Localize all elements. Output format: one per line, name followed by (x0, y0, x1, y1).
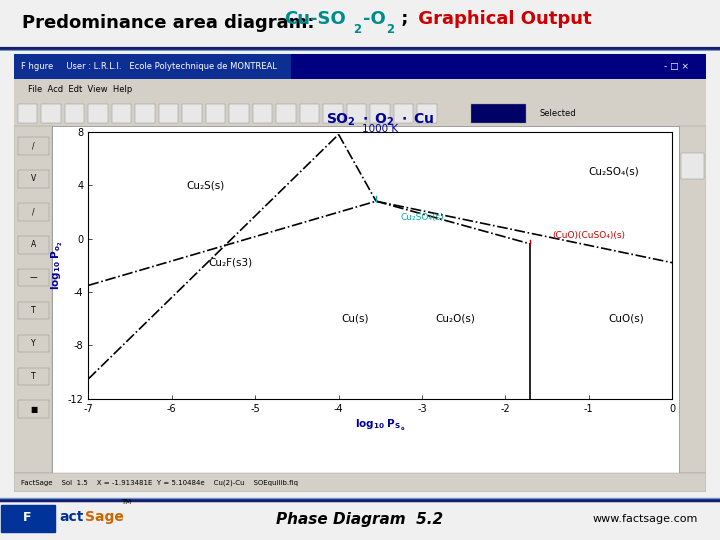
Bar (14, 126, 706, 472)
Text: 2: 2 (386, 23, 394, 36)
Text: T: T (32, 306, 36, 315)
Text: FactSage    Sol  1.5    X = -1.913481E  Y = 5.10484e    Cu(2)-Cu    SOEquilib.fi: FactSage Sol 1.5 X = -1.913481E Y = 5.10… (22, 480, 298, 486)
Bar (347, 104, 366, 123)
Text: Cu₂SO₄(s): Cu₂SO₄(s) (588, 167, 639, 177)
Bar (394, 104, 413, 123)
Text: A: A (31, 240, 37, 249)
Bar (18, 170, 49, 188)
Bar (206, 104, 225, 123)
Text: Cu₂SO₄(s): Cu₂SO₄(s) (400, 213, 444, 222)
Text: Cu₂O(s): Cu₂O(s) (436, 314, 475, 324)
Text: Cu₂F(s3): Cu₂F(s3) (208, 258, 252, 268)
Bar (65, 104, 84, 123)
Text: —: — (30, 273, 37, 282)
Text: Predominance area diagram:: Predominance area diagram: (22, 14, 320, 32)
Text: - □ ×: - □ × (664, 62, 689, 71)
Text: /: / (32, 207, 35, 217)
Text: act: act (59, 510, 84, 524)
Text: /: / (32, 141, 35, 151)
Y-axis label: $\mathbf{log_{10}\ P_{o_2}}$: $\mathbf{log_{10}\ P_{o_2}}$ (50, 240, 65, 291)
Bar (18, 335, 49, 352)
Text: File  Acd  Edt  View  Help: File Acd Edt View Help (28, 85, 132, 94)
Text: Graphical Output: Graphical Output (412, 10, 591, 28)
Text: Cu(s): Cu(s) (341, 314, 369, 324)
Bar (41, 104, 60, 123)
Text: F: F (23, 510, 32, 524)
Bar (182, 104, 202, 123)
Text: Sage: Sage (85, 510, 124, 524)
Bar (14, 54, 291, 79)
Bar (18, 302, 49, 319)
Text: Cu-SO: Cu-SO (284, 10, 346, 28)
Text: ;: ; (395, 10, 408, 28)
Bar (323, 104, 343, 123)
Bar (18, 400, 49, 418)
Text: CuO(s): CuO(s) (608, 314, 644, 324)
FancyBboxPatch shape (1, 505, 55, 532)
Text: T: T (32, 372, 36, 381)
Bar (681, 153, 703, 179)
Bar (276, 104, 296, 123)
X-axis label: $\mathbf{log_{10}\ P_{S_o}}$: $\mathbf{log_{10}\ P_{S_o}}$ (355, 418, 405, 433)
Text: V: V (31, 174, 37, 184)
Bar (370, 104, 390, 123)
Text: F hgure     User : L.R.L.I.   Ecole Polytechnique de MONTREAL: F hgure User : L.R.L.I. Ecole Polytechni… (22, 62, 277, 71)
Bar (18, 368, 49, 385)
Bar (230, 104, 248, 123)
Text: 1000 K: 1000 K (362, 124, 398, 133)
Bar (418, 104, 437, 123)
Bar (18, 269, 49, 286)
Text: $\mathbf{SO_2\ \bullet\ O_2\ \bullet\ Cu}$: $\mathbf{SO_2\ \bullet\ O_2\ \bullet\ Cu… (326, 112, 434, 128)
Bar (18, 104, 37, 123)
Text: Phase Diagram  5.2: Phase Diagram 5.2 (276, 512, 444, 527)
Text: Y: Y (32, 339, 36, 348)
Text: -O: -O (363, 10, 386, 28)
Bar (14, 79, 706, 99)
Bar (135, 104, 155, 123)
Bar (18, 137, 49, 155)
Bar (14, 99, 706, 126)
Bar (300, 104, 319, 123)
Bar (159, 104, 179, 123)
Bar (89, 104, 108, 123)
Bar (18, 236, 49, 253)
Bar (253, 104, 272, 123)
Text: 2: 2 (353, 23, 361, 36)
Bar (680, 126, 706, 472)
Text: ■: ■ (30, 404, 37, 414)
Bar (14, 54, 706, 79)
Text: Cu₂S(s): Cu₂S(s) (186, 180, 225, 190)
Text: TM: TM (121, 500, 131, 505)
Bar (14, 472, 706, 492)
Text: (CuO)(CuSO₄)(s): (CuO)(CuSO₄)(s) (552, 232, 625, 240)
Bar (53, 126, 680, 472)
Bar (471, 104, 526, 123)
Bar (18, 203, 49, 221)
Bar (14, 126, 53, 472)
Text: www.factsage.com: www.factsage.com (593, 514, 698, 524)
Text: Selected: Selected (540, 109, 576, 118)
Bar (112, 104, 131, 123)
